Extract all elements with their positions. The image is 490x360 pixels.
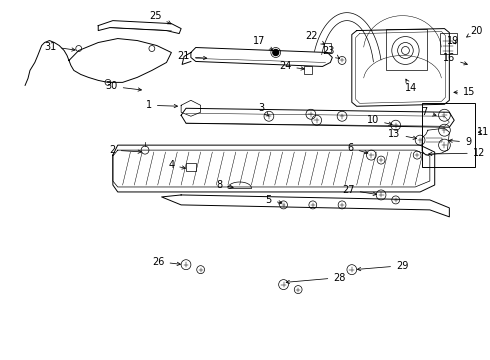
Text: 17: 17 bbox=[253, 36, 273, 50]
Text: 14: 14 bbox=[405, 79, 417, 93]
Text: 24: 24 bbox=[279, 62, 304, 71]
Text: 11: 11 bbox=[477, 127, 489, 137]
Text: 10: 10 bbox=[367, 115, 392, 125]
Text: 3: 3 bbox=[258, 103, 269, 116]
Text: 5: 5 bbox=[266, 195, 282, 205]
Text: 7: 7 bbox=[421, 107, 436, 117]
Text: 13: 13 bbox=[389, 129, 416, 139]
Text: 22: 22 bbox=[305, 31, 324, 45]
Text: 21: 21 bbox=[177, 51, 207, 62]
Text: 30: 30 bbox=[105, 81, 142, 91]
Text: 12: 12 bbox=[429, 148, 485, 158]
Text: 29: 29 bbox=[357, 261, 408, 271]
Text: 8: 8 bbox=[216, 180, 233, 190]
Text: 18: 18 bbox=[0, 359, 1, 360]
Text: 1: 1 bbox=[146, 100, 177, 110]
Bar bbox=[303, 67, 312, 75]
Text: 26: 26 bbox=[152, 257, 180, 267]
Bar bbox=[186, 163, 196, 171]
Text: 23: 23 bbox=[322, 45, 340, 59]
Bar bbox=[386, 28, 427, 71]
Text: 28: 28 bbox=[286, 273, 345, 284]
Text: 2: 2 bbox=[110, 145, 142, 155]
Text: 27: 27 bbox=[342, 185, 376, 195]
Text: 16: 16 bbox=[443, 54, 467, 65]
Text: 6: 6 bbox=[347, 143, 368, 154]
Text: 25: 25 bbox=[149, 11, 171, 24]
Text: 4: 4 bbox=[168, 160, 185, 170]
Circle shape bbox=[273, 50, 279, 55]
Text: 9: 9 bbox=[449, 137, 471, 147]
Bar bbox=[323, 43, 331, 52]
Text: 31: 31 bbox=[44, 41, 75, 51]
Text: 15: 15 bbox=[454, 87, 475, 97]
Bar bbox=[440, 32, 457, 54]
Text: 19: 19 bbox=[447, 36, 460, 46]
Text: 20: 20 bbox=[466, 26, 482, 37]
